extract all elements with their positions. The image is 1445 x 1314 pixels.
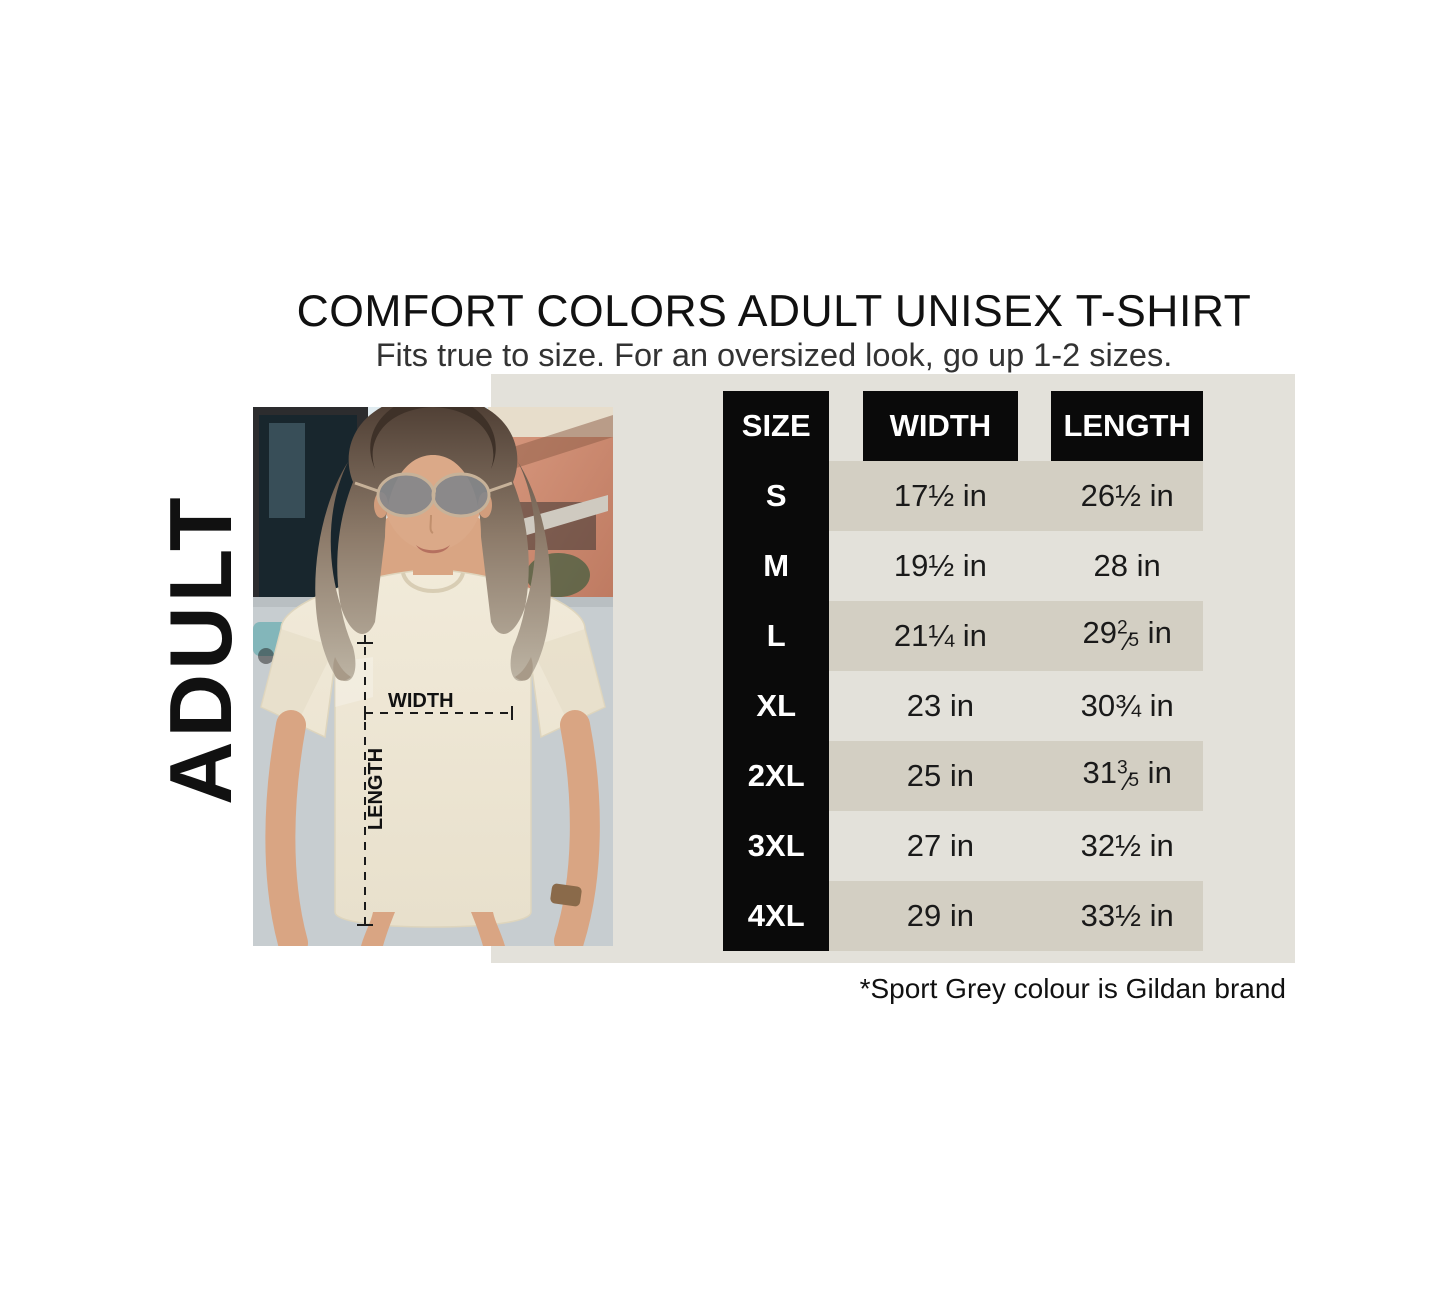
svg-text:LENGTH: LENGTH bbox=[365, 748, 387, 830]
svg-text:WIDTH: WIDTH bbox=[388, 690, 454, 712]
